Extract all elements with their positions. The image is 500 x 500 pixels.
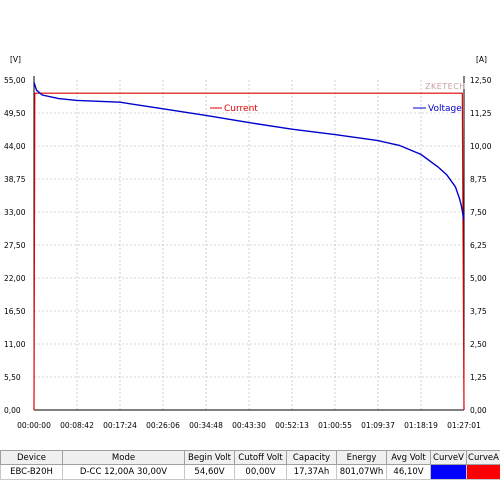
x-tick-label: 00:26:06 xyxy=(146,421,180,430)
results-table: Device Mode Begin Volt Cutoff Volt Capac… xyxy=(0,450,500,480)
y-right-tick-label: 5,00 xyxy=(470,274,487,283)
discharge-chart: [V] [A] 55,00 49,50 44,00 38,75 33,00 27,50 22… xyxy=(4,55,492,430)
header-device[interactable]: Device xyxy=(0,450,63,465)
y-left-tick-label: 44,00 xyxy=(4,142,26,151)
y-left-tick-label: 11,00 xyxy=(4,340,26,349)
y-left-tick-label: 22,00 xyxy=(4,274,26,283)
header-mode[interactable]: Mode xyxy=(62,450,185,465)
cell-device: EBC-B20H xyxy=(0,464,63,480)
cell-capacity: 17,37Ah xyxy=(286,464,337,480)
table-row[interactable]: EBC-B20H D-CC 12,00A 30,00V 54,60V 00,00… xyxy=(0,464,500,480)
y-left-tick-label: 16,50 xyxy=(4,307,26,316)
y-right-unit: [A] xyxy=(476,55,487,64)
cell-begin-volt: 54,60V xyxy=(184,464,235,480)
y-right-tick-label: 1,25 xyxy=(470,373,487,382)
header-curve-v[interactable]: CurveV xyxy=(430,450,467,465)
cell-avg-volt: 46,10V xyxy=(386,464,431,480)
y-right-tick-label: 11,25 xyxy=(470,109,492,118)
table-header-row: Device Mode Begin Volt Cutoff Volt Capac… xyxy=(0,450,500,465)
y-left-unit: [V] xyxy=(10,55,21,64)
y-right-tick-label: 2,50 xyxy=(470,340,487,349)
legend-voltage: Voltage xyxy=(413,104,462,114)
y-right-tick-label: 3,75 xyxy=(470,307,487,316)
watermark: ZKETECH xyxy=(425,82,466,91)
x-tick-label: 00:52:13 xyxy=(275,421,309,430)
grid-lines xyxy=(34,80,464,410)
legend-current-label: Current xyxy=(224,104,258,114)
cell-mode: D-CC 12,00A 30,00V xyxy=(62,464,185,480)
y-left-tick-label: 49,50 xyxy=(4,109,26,118)
x-tick-label: 01:00:55 xyxy=(318,421,352,430)
y-right-tick-label: 7,50 xyxy=(470,208,487,217)
x-tick-label: 00:34:48 xyxy=(189,421,223,430)
y-left-tick-label: 0,00 xyxy=(4,406,21,415)
header-cutoff-volt[interactable]: Cutoff Volt xyxy=(234,450,287,465)
x-tick-label: 00:43:30 xyxy=(232,421,266,430)
y-left-tick-label: 33,00 xyxy=(4,208,26,217)
series-layer xyxy=(33,82,465,411)
legend-current: Current xyxy=(210,104,258,114)
y-right-tick-label: 12,50 xyxy=(470,76,492,85)
x-tick-label: 01:18:19 xyxy=(404,421,438,430)
curve-a-color-swatch[interactable] xyxy=(466,464,500,480)
y-right-tick-label: 6,25 xyxy=(470,241,487,250)
y-left-tick-label: 38,75 xyxy=(4,175,26,184)
series-line-voltage xyxy=(33,82,465,221)
x-tick-label: 01:27:01 xyxy=(447,421,481,430)
header-curve-a[interactable]: CurveA xyxy=(466,450,500,465)
y-right-tick-labels: 12,50 11,25 10,00 8,75 7,50 6,25 5,00 3,75 2,50 1… xyxy=(470,76,492,415)
x-tick-label: 00:00:00 xyxy=(17,421,51,430)
x-tick-label: 00:17:24 xyxy=(103,421,137,430)
y-left-tick-label: 55,00 xyxy=(4,76,26,85)
y-left-tick-label: 5,50 xyxy=(4,373,21,382)
cell-cutoff-volt: 00,00V xyxy=(234,464,287,480)
series-line-current xyxy=(33,92,465,411)
y-left-tick-label: 27,50 xyxy=(4,241,26,250)
x-tick-labels: 00:00:00 00:08:42 00:17:24 00:26:06 00:34:48… xyxy=(17,421,481,430)
cell-energy: 801,07Wh xyxy=(336,464,387,480)
header-capacity[interactable]: Capacity xyxy=(286,450,337,465)
header-avg-volt[interactable]: Avg Volt xyxy=(386,450,431,465)
x-tick-label: 01:09:37 xyxy=(361,421,395,430)
y-right-tick-label: 10,00 xyxy=(470,142,492,151)
legend-voltage-label: Voltage xyxy=(428,104,462,114)
y-right-tick-label: 8,75 xyxy=(470,175,487,184)
y-left-tick-labels: 55,00 49,50 44,00 38,75 33,00 27,50 22,00 16,50… xyxy=(4,76,26,415)
x-tick-label: 00:08:42 xyxy=(60,421,94,430)
y-right-tick-label: 0,00 xyxy=(470,406,487,415)
header-begin-volt[interactable]: Begin Volt xyxy=(184,450,235,465)
curve-v-color-swatch[interactable] xyxy=(430,464,467,480)
header-energy[interactable]: Energy xyxy=(336,450,387,465)
